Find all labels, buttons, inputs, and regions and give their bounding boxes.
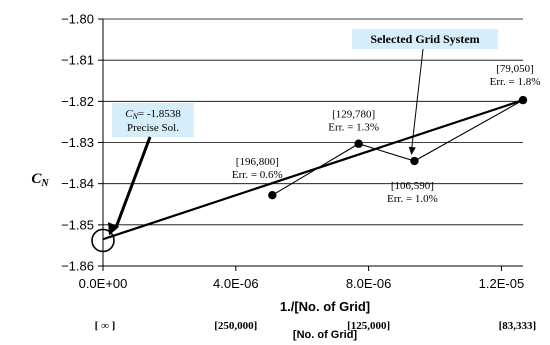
extrapolated-circle [91,228,115,253]
precise-solution-arrow [114,136,152,229]
secondary-axis-labels: [ ∞ ] [250,000] [125,000] [83,333] [95,320,537,332]
y-axis-label: CN [31,171,49,189]
precise-solution-label: Precise Sol. [127,122,179,134]
point-grid-label-3: [196,800] [236,156,279,168]
y-tick-label-4: −1.84 [61,176,94,191]
data-point-3 [268,190,277,200]
point-grid-label-1: [106,590] [391,180,434,192]
precise-solution-callout-box [112,103,194,137]
point-labels: [79,050]Err. = 1.8% [106,590]Err. = 1.0% [… [232,63,540,205]
x-tick-label-3: 1.2E-05 [479,276,525,291]
axes [98,18,523,271]
point-error-label-1: Err. = 1.0% [387,193,438,205]
x-axis-label: 1./[No. of Grid] [280,299,370,314]
secondary-label-1: [250,000] [214,320,257,332]
y-tick-label-0: −1.80 [61,12,94,27]
point-grid-label-0: [79,050] [496,63,534,75]
data-point-0 [518,95,528,105]
y-tick-label-3: −1.83 [61,135,94,150]
data-point-2 [354,139,363,148]
x-tick-labels: 0.0E+00 4.0E-06 8.0E-06 1.2E-05 [79,276,525,291]
y-tick-label-1: −1.81 [61,53,94,68]
series [102,99,524,241]
data-point-1 [410,156,419,166]
selected-grid-arrow [410,48,424,152]
point-error-label-2: Err. = 1.3% [328,122,379,134]
secondary-label-0: [ ∞ ] [95,320,116,332]
x-tick-label-0: 0.0E+00 [79,276,128,291]
point-error-label-0: Err. = 1.8% [490,76,541,88]
secondary-label-2: [125,000] [347,320,390,332]
y-tick-label-5: −1.85 [61,217,94,232]
gridlines [103,18,523,267]
point-grid-label-2: [129,780] [332,109,375,121]
precise-solution-value: CN= -1.8538 [125,108,181,121]
selected-grid-label: Selected Grid System [370,32,479,46]
secondary-axis-title: [No. of Grid] [293,329,357,341]
x-tick-label-1: 4.0E-06 [213,276,259,291]
extrapolation-line [102,99,524,241]
selected-grid-arrowhead [408,146,416,156]
y-tick-label-6: −1.86 [61,259,94,274]
x-tick-label-2: 8.0E-06 [346,276,392,291]
point-error-label-3: Err. = 0.6% [232,169,283,181]
data-points [268,95,528,200]
selected-grid-callout-box [352,29,498,49]
y-tick-labels: −1.80 −1.81 −1.82 −1.83 −1.84 −1.85 −1.86 [61,12,94,274]
precise-solution-arrowhead [108,222,120,236]
secondary-label-3: [83,333] [499,320,537,332]
y-tick-label-2: −1.82 [61,94,94,109]
